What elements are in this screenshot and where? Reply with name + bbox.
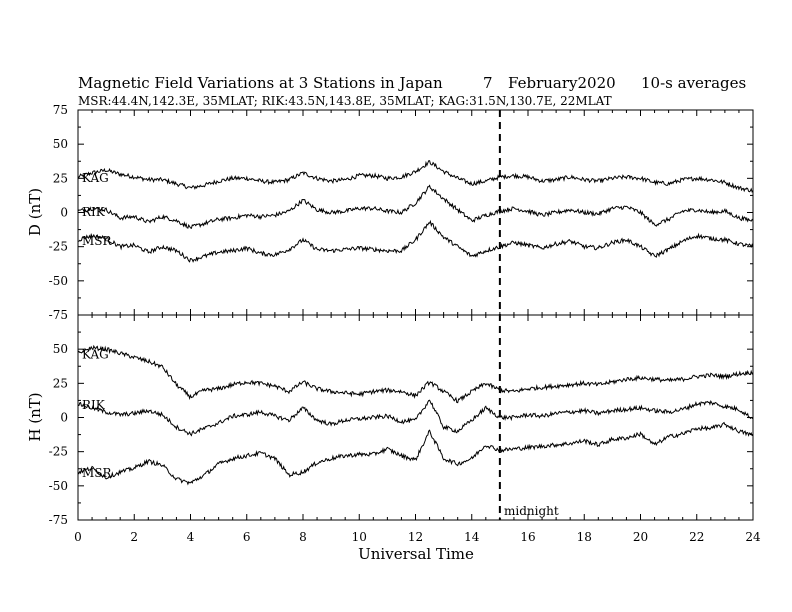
plot-area: 75 50 25 0 -25 -50 -75 KAG RIK MSR 50 25 0 -25 -50 -75 K…: [49, 103, 761, 544]
y-axis-label-d: D (nT): [26, 188, 44, 236]
series-label-kag: KAG: [82, 171, 109, 185]
series-line-rik: [77, 184, 754, 229]
y-tick-label: 0: [60, 411, 68, 425]
x-tick-label: 10: [352, 530, 367, 544]
chart-title-averages: 10-s averages: [641, 74, 746, 92]
panel-frame: [77, 314, 754, 521]
series-line-msr: [77, 219, 754, 263]
x-tick-label: 18: [577, 530, 592, 544]
x-tick-label: 2: [130, 530, 138, 544]
y-tick-label: 25: [53, 171, 68, 185]
x-tick-label: 14: [464, 530, 480, 544]
x-tick-label: 8: [299, 530, 307, 544]
series-label-rik: RIK: [82, 205, 106, 219]
series-line-kag: [77, 344, 754, 404]
x-tick-label: 4: [187, 530, 195, 544]
y-tick-label: -25: [49, 445, 68, 459]
y-tick-label: 25: [53, 376, 68, 390]
chart-title-month: February2020: [508, 74, 616, 92]
series-line-rik: [78, 399, 754, 437]
y-tick-label: -50: [49, 479, 68, 493]
chart-title-day: 7: [483, 74, 493, 92]
y-tick-label: 50: [53, 137, 68, 151]
x-tick-label: 12: [408, 530, 423, 544]
chart-title: Magnetic Field Variations at 3 Stations …: [78, 74, 443, 92]
panel-frame: [77, 109, 754, 316]
x-axis-label: Universal Time: [358, 545, 474, 563]
series-label-kag: KAG: [82, 347, 109, 361]
x-tick-label: 22: [689, 530, 704, 544]
series-line-kag: [77, 160, 754, 193]
series-label-rik: RIK: [82, 398, 106, 412]
x-tick-label: 6: [243, 530, 251, 544]
y-axis-label-h: H (nT): [26, 392, 44, 441]
series-label-msr: MSR: [82, 234, 113, 248]
y-tick-label: -75: [49, 513, 68, 527]
x-tick-label: 20: [633, 530, 648, 544]
y-tick-label: 0: [60, 206, 68, 220]
x-tick-label: 16: [520, 530, 535, 544]
y-tick-label: -75: [49, 308, 68, 322]
y-tick-label: -25: [49, 240, 68, 254]
series-line-msr: [77, 421, 754, 486]
y-tick-label: -50: [49, 274, 68, 288]
chart-subtitle: MSR:44.4N,142.3E, 35MLAT; RIK:43.5N,143.…: [78, 94, 612, 108]
x-tick-label: 24: [745, 530, 761, 544]
y-tick-label: 50: [53, 342, 68, 356]
midnight-annotation: midnight: [504, 504, 559, 518]
y-tick-label: 75: [53, 103, 68, 117]
x-tick-label: 0: [74, 530, 82, 544]
series-label-msr: MSR: [82, 466, 113, 480]
